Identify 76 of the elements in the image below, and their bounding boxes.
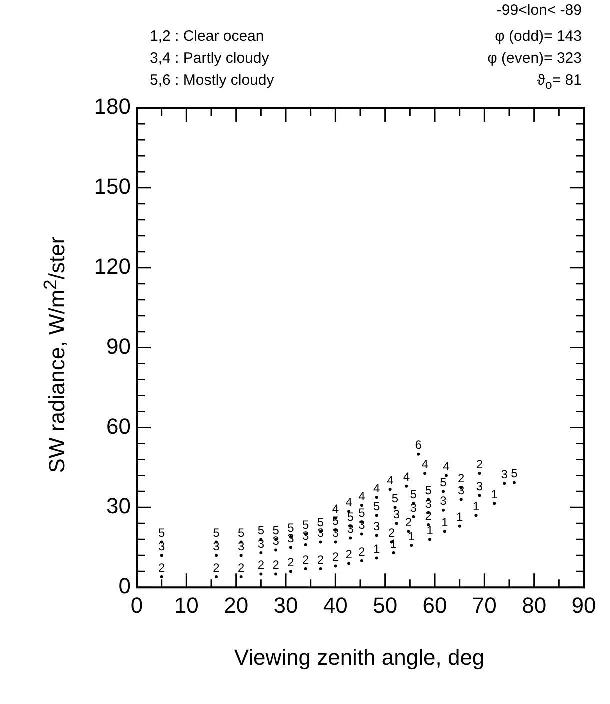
text: 5 bbox=[425, 483, 432, 498]
text: 1 bbox=[426, 523, 434, 538]
text: 5 bbox=[238, 526, 245, 540]
text: 3 bbox=[393, 507, 400, 522]
y-tick-label: 90 bbox=[106, 334, 131, 359]
text: 3 bbox=[476, 479, 484, 494]
text: 3 bbox=[347, 522, 354, 536]
text: 5,6 : Mostly cloudy bbox=[150, 72, 274, 89]
text: 3 bbox=[374, 519, 380, 534]
text: 2 bbox=[272, 558, 280, 572]
text: 1 bbox=[408, 529, 415, 544]
series-label: 4 bbox=[403, 470, 410, 484]
x-tick-label: 20 bbox=[224, 592, 249, 618]
text: 2 bbox=[332, 550, 340, 564]
text: 2 bbox=[258, 558, 265, 572]
y-tick-label: 60 bbox=[106, 414, 131, 439]
x-tick-label: 90 bbox=[572, 592, 596, 618]
series-label: 1 bbox=[374, 542, 381, 556]
x-tick-label: 50 bbox=[373, 592, 398, 618]
x-tick-label: 30 bbox=[274, 592, 298, 618]
y-tick-label: 0 bbox=[118, 574, 131, 599]
series-label: 5 bbox=[511, 466, 518, 481]
text: 2 bbox=[288, 555, 294, 570]
text: 2 bbox=[317, 552, 324, 567]
text: 5 bbox=[258, 523, 265, 538]
x-axis-title: Viewing zenith angle, deg bbox=[233, 645, 486, 671]
text: 5 bbox=[358, 506, 366, 520]
text: -99<lon< -89 bbox=[496, 2, 582, 19]
text: 5 bbox=[392, 491, 399, 506]
text: 5 bbox=[213, 526, 220, 540]
text: 2 bbox=[458, 471, 465, 486]
text: ϑ$_{o}$= 81 bbox=[537, 72, 582, 92]
text: φ (even)= 323 bbox=[488, 50, 582, 67]
text: 2 bbox=[358, 544, 366, 559]
x-tick-label: 70 bbox=[472, 592, 497, 618]
y-tick-label: 150 bbox=[94, 174, 131, 199]
text: 1 bbox=[442, 515, 448, 530]
y-tick-label: 30 bbox=[106, 494, 131, 519]
x-tick-label: 80 bbox=[522, 592, 547, 618]
text: 3 bbox=[501, 468, 508, 482]
text: 1,2 : Clear ocean bbox=[150, 28, 264, 45]
series-label: 6 bbox=[415, 438, 422, 452]
text: 2 bbox=[158, 560, 166, 575]
text: 4 bbox=[374, 481, 380, 496]
text: 5 bbox=[317, 515, 324, 530]
text: 5 bbox=[332, 514, 340, 528]
series-label: 2 bbox=[238, 560, 245, 575]
text: 2 bbox=[213, 560, 220, 575]
text: 3 bbox=[440, 494, 447, 508]
text: 4 bbox=[346, 495, 352, 510]
text: 3,4 : Partly cloudy bbox=[150, 50, 270, 67]
text: 2 bbox=[405, 515, 412, 530]
text: 1 bbox=[472, 499, 480, 514]
text: 5 bbox=[374, 499, 380, 514]
text: 4 bbox=[422, 457, 428, 472]
text: 4 bbox=[386, 473, 394, 488]
text: 1 bbox=[491, 487, 498, 502]
text: 5 bbox=[440, 475, 447, 490]
text: 2 bbox=[302, 552, 310, 567]
x-tick-label: 10 bbox=[174, 592, 199, 618]
x-tick-label: 40 bbox=[323, 592, 348, 618]
text: 2 bbox=[346, 547, 352, 562]
text: φ (odd)= 143 bbox=[495, 28, 582, 45]
text: 3 bbox=[358, 518, 366, 532]
text: 5 bbox=[347, 510, 354, 524]
y-tick-label: 180 bbox=[94, 94, 131, 120]
text: 5 bbox=[158, 526, 166, 540]
x-tick-label: 60 bbox=[422, 592, 448, 618]
text: 4 bbox=[358, 489, 366, 504]
text: 4 bbox=[332, 502, 340, 516]
text: 1 bbox=[456, 510, 464, 524]
text: 2 bbox=[388, 526, 396, 540]
text: 2 bbox=[476, 457, 484, 472]
y-tick-label: 120 bbox=[94, 254, 131, 279]
text: 4 bbox=[443, 460, 450, 474]
text: 5 bbox=[410, 487, 417, 502]
